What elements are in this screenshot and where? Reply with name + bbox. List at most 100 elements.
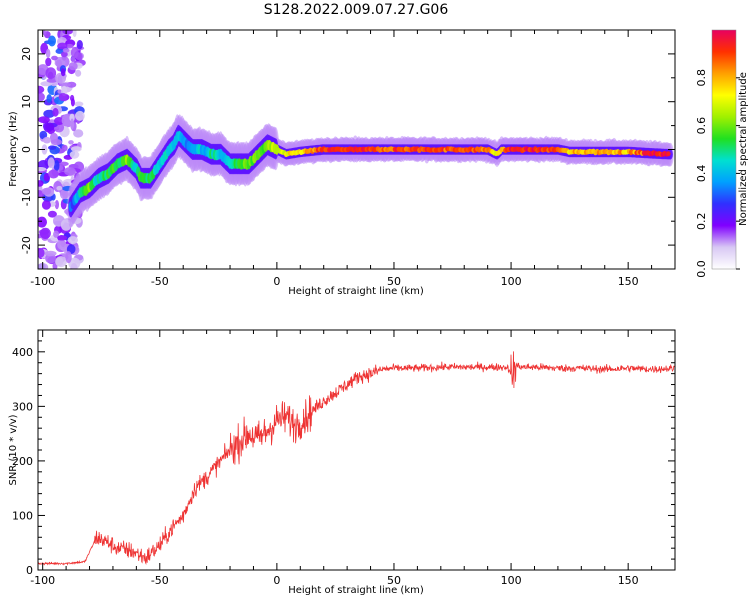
x-tick-label: 50: [387, 275, 401, 288]
heatmap-cell: [55, 59, 63, 68]
heatmap-cell: [62, 48, 70, 53]
heatmap-cell: [44, 250, 57, 257]
heatmap-cell: [65, 251, 72, 264]
x-tick-label: 150: [618, 275, 639, 288]
x-tick-label: 100: [501, 275, 522, 288]
colorbar-tick-label: 0.4: [695, 165, 708, 183]
x-tick-label: 0: [273, 275, 280, 288]
heatmap-cell: [47, 157, 55, 169]
y-tick-label: 400: [12, 346, 33, 359]
snr-panel: -100 -50 0 50 100 150 0 100 200 300 400 Height of …: [8, 329, 676, 596]
x-tick-label: 100: [501, 574, 522, 587]
y-tick-label: 0: [26, 564, 33, 577]
heatmap-cell: [48, 35, 56, 47]
snr-x-axis-label: Height of straight line (km): [288, 585, 424, 596]
snr-series-line: [38, 351, 675, 566]
heatmap-cell: [48, 145, 57, 150]
x-tick-label: -100: [30, 574, 55, 587]
heatmap-cell: [48, 169, 59, 179]
colorbar-ticks: 0.0 0.2 0.4 0.6 0.8: [695, 69, 740, 278]
x-tick-label: 50: [387, 574, 401, 587]
heatmap-cell: [38, 180, 44, 187]
y-tick-label: 0: [20, 146, 33, 153]
heatmap-cell: [38, 216, 47, 228]
snr-data: [38, 351, 675, 566]
heatmap-cell: [61, 114, 71, 126]
figure-title: S128.2022.009.07.27.G06: [264, 2, 449, 18]
heatmap-cell: [57, 42, 68, 50]
heatmap-cell: [70, 98, 75, 107]
heatmap-cell: [53, 160, 60, 172]
colorbar-tick-label: 0.0: [695, 260, 708, 278]
heatmap-cell: [60, 68, 66, 77]
colorbar-gradient: [711, 29, 737, 270]
snr-y-axis-label: SNR (10 * v/v): [8, 414, 19, 485]
colorbar-tick-label: 0.6: [695, 117, 708, 135]
heatmap-cell: [45, 48, 51, 59]
heatmap-cell: [68, 62, 78, 71]
colorbar-label: Normalized spectral amplitude: [738, 72, 749, 226]
heatmap-cell: [38, 167, 47, 172]
heatmap-cell: [666, 151, 671, 157]
heatmap-cell: [57, 239, 67, 250]
snr-ticks: -100 -50 0 50 100 150 0 100 200 300 400: [12, 329, 676, 587]
y-tick-label: -20: [20, 236, 33, 254]
y-tick-label: 10: [20, 95, 33, 109]
heatmap-cell: [59, 189, 70, 200]
heatmap-cell: [67, 236, 79, 245]
heatmap-cell: [72, 30, 77, 38]
heatmap-cell: [68, 257, 81, 269]
heatmap-cell: [69, 150, 80, 159]
heatmap-cell: [53, 230, 60, 238]
x-tick-label: 150: [618, 574, 639, 587]
x-tick-label: -50: [151, 574, 169, 587]
heatmap-cell: [46, 94, 52, 103]
spectrogram-y-axis-label: Frequency (Hz): [8, 111, 19, 187]
y-tick-label: 20: [20, 47, 33, 61]
heatmap-cell: [52, 107, 59, 117]
heatmap-cell: [68, 140, 74, 145]
heatmap-cell: [74, 101, 84, 107]
heatmap-cell: [70, 118, 75, 130]
heatmap-cell: [51, 55, 58, 61]
x-tick-label: 0: [273, 574, 280, 587]
heatmap-cell: [66, 81, 77, 88]
y-tick-label: -10: [20, 188, 33, 206]
heatmap-cell: [59, 82, 71, 87]
heatmap-cell: [38, 92, 45, 102]
heatmap-cell: [75, 110, 85, 121]
colorbar-tick-label: 0.2: [695, 212, 708, 230]
spectrogram-data: [38, 30, 674, 269]
heatmap-cell: [50, 139, 63, 146]
heatmap-cell: [58, 93, 68, 102]
heatmap-cell: [45, 122, 55, 131]
heatmap-cell: [76, 40, 83, 50]
heatmap-cell: [57, 89, 62, 94]
colorbar: 0.0 0.2 0.4 0.6 0.8 Normalized spectral ampl…: [695, 29, 749, 278]
heatmap-cell: [65, 43, 74, 49]
colorbar-tick-label: 0.8: [695, 69, 708, 87]
heatmap-cell: [57, 235, 68, 241]
heatmap-cell: [54, 200, 60, 210]
y-tick-label: 100: [12, 510, 33, 523]
heatmap-cell: [41, 187, 52, 195]
heatmap-cell: [64, 167, 76, 176]
heatmap-cell: [39, 227, 51, 239]
heatmap-cell: [45, 57, 52, 67]
heatmap-cell: [39, 130, 48, 140]
x-tick-label: -50: [151, 275, 169, 288]
heatmap-cell: [62, 30, 74, 35]
x-tick-label: -100: [30, 275, 55, 288]
heatmap-cell: [42, 136, 52, 144]
heatmap-cell: [69, 113, 75, 122]
heatmap-cell: [41, 200, 51, 210]
heatmap-cell: [57, 161, 69, 167]
heatmap-cell: [40, 81, 53, 87]
heatmap-cell: [61, 51, 68, 58]
heatmap-cell: [55, 256, 67, 268]
spectrogram-x-axis-label: Height of straight line (km): [288, 286, 424, 297]
snr-plot-area: [38, 330, 675, 570]
heatmap-cell: [38, 116, 50, 124]
